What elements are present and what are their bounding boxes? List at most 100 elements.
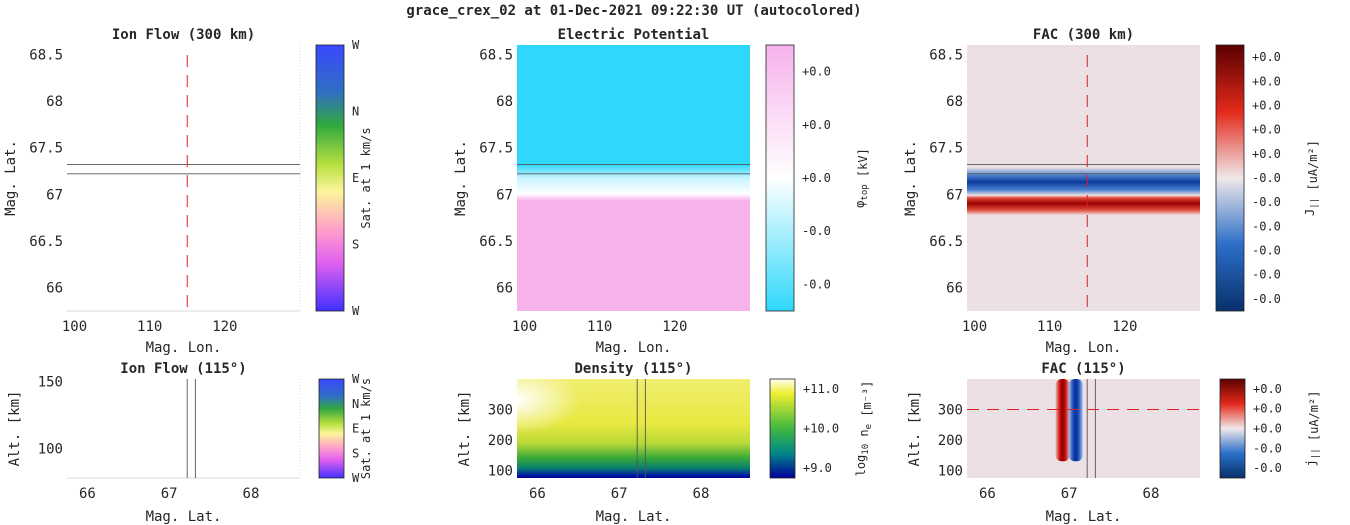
colorbar-tick-label: -0.0 <box>1252 195 1281 209</box>
colorbar-label: log10 ne [m⁻³] <box>854 381 874 477</box>
colorbar <box>1215 44 1245 312</box>
colorbar-tick-label: W <box>352 38 360 52</box>
x-tick-label: 110 <box>1037 319 1062 335</box>
colorbar-label: φtop [kV] <box>853 148 870 208</box>
colorbar-tick-label: -0.0 <box>1252 244 1281 258</box>
plot-area <box>67 45 300 311</box>
panel-title: FAC (115°) <box>1041 361 1125 377</box>
potential-field <box>517 45 750 311</box>
y-tick-label: 66 <box>496 281 513 297</box>
y-tick-label: 150 <box>38 375 63 391</box>
density-peak <box>517 379 646 449</box>
colorbar <box>769 378 796 479</box>
y-tick-label: 66 <box>46 281 63 297</box>
x-tick-label: 100 <box>62 319 87 335</box>
panel-ion-flow-115: Ion Flow (115°) 66 67 68 100 150 Mag. Lat. Alt.… <box>7 361 373 525</box>
colorbar-label-part: [kV] <box>856 148 870 184</box>
panel-title: Electric Potential <box>558 27 710 43</box>
x-axis-label: Mag. Lat. <box>1046 509 1122 525</box>
x-axis-label: Mag. Lat. <box>596 509 672 525</box>
y-tick-label: 68 <box>46 94 63 110</box>
colorbar-label-part: φ <box>853 201 867 208</box>
colorbar-tick-label: -0.0 <box>802 224 831 238</box>
colorbar <box>318 378 345 479</box>
y-tick-label: 66 <box>946 281 963 297</box>
y-tick-label: 66.5 <box>929 234 963 250</box>
x-tick-label: 67 <box>611 486 628 502</box>
colorbar-tick-label: N <box>352 105 359 119</box>
x-tick-label: 67 <box>161 486 178 502</box>
y-tick-label: 66.5 <box>29 234 63 250</box>
colorbar <box>1219 378 1246 479</box>
panel-electric-potential: Electric Potential 100 110 120 66 66.5 67 67.5 6… <box>453 27 870 356</box>
colorbar-label-subscript: || <box>1311 448 1321 459</box>
x-axis-label: Mag. Lat. <box>146 509 222 525</box>
y-tick-label: 67.5 <box>29 141 63 157</box>
y-tick-label: 68.5 <box>479 47 513 63</box>
colorbar-tick-label: +0.0 <box>1253 382 1282 396</box>
y-tick-label: 67 <box>946 187 963 203</box>
colorbar-label-part: [uA/m²] <box>1307 391 1321 449</box>
colorbar-tick-label: +10.0 <box>803 422 839 436</box>
colorbar-label-part: log <box>854 455 868 477</box>
colorbar-tick-label: -0.0 <box>1253 461 1282 475</box>
colorbar-tick-label: -0.0 <box>1252 171 1281 185</box>
y-axis-label: Alt. [km] <box>907 391 923 467</box>
colorbar-label-subscript: || <box>1310 198 1320 209</box>
upward-current-band <box>1055 379 1070 462</box>
colorbar-tick-label: E <box>352 422 359 436</box>
colorbar-label: Sat. at 1 km/s <box>359 127 373 228</box>
colorbar-label-part: Sat. at 1 km/s <box>359 127 373 228</box>
colorbar-label-part: n <box>857 429 871 443</box>
colorbar-tick-label: N <box>352 397 359 411</box>
colorbar-tick-label: +0.0 <box>1253 402 1282 416</box>
x-axis-label: Mag. Lon. <box>1046 340 1122 356</box>
x-tick-label: 68 <box>1143 486 1160 502</box>
y-tick-label: 67.5 <box>479 141 513 157</box>
colorbar-tick-label: -0.0 <box>1253 441 1282 455</box>
fac-background <box>967 379 1200 478</box>
panel-title: Ion Flow (115°) <box>120 361 246 377</box>
y-tick-label: 68 <box>496 94 513 110</box>
x-tick-label: 110 <box>137 319 162 335</box>
colorbar-tick-label: -0.0 <box>1252 268 1281 282</box>
x-tick-label: 66 <box>979 486 996 502</box>
colorbar-tick-label: +0.0 <box>1252 74 1281 88</box>
x-tick-label: 110 <box>587 319 612 335</box>
colorbar-tick-label: -0.0 <box>1252 292 1281 306</box>
y-tick-label: 67 <box>496 187 513 203</box>
y-tick-label: 67.5 <box>929 141 963 157</box>
panel-density-115: Density (115°) 66 67 68 100 200 300 Mag. Lat. Al… <box>457 361 874 525</box>
y-axis-label: Mag. Lat. <box>453 140 469 216</box>
panel-title: FAC (300 km) <box>1033 27 1134 43</box>
fac-field <box>967 45 1200 311</box>
x-tick-label: 100 <box>962 319 987 335</box>
colorbar-tick-label: W <box>352 304 360 318</box>
plot-area <box>67 379 300 478</box>
y-axis-label: Mag. Lat. <box>3 140 19 216</box>
colorbar-label-part: [uA/m²] <box>1306 140 1320 198</box>
panel-title: Ion Flow (300 km) <box>112 27 255 43</box>
colorbar-tick-label: W <box>352 471 360 485</box>
y-axis-label: Alt. [km] <box>7 391 23 467</box>
panel-fac-300: FAC (300 km) 100 110 120 66 66.5 67 67.5 68 68.5 M… <box>903 27 1320 356</box>
x-tick-label: 120 <box>1112 319 1137 335</box>
y-tick-label: 300 <box>488 402 513 418</box>
colorbar-label-part: J <box>1303 209 1317 216</box>
y-tick-label: 100 <box>938 463 963 479</box>
colorbar-tick-label: +9.0 <box>803 461 832 475</box>
y-tick-label: 68.5 <box>929 47 963 63</box>
colorbar <box>315 44 345 312</box>
x-tick-label: 66 <box>79 486 96 502</box>
colorbar-tick-label: +0.0 <box>1252 50 1281 64</box>
x-tick-label: 100 <box>512 319 537 335</box>
x-tick-label: 66 <box>529 486 546 502</box>
y-tick-label: 68 <box>946 94 963 110</box>
colorbar-tick-label: +0.0 <box>1253 422 1282 436</box>
colorbar-tick-label: +0.0 <box>802 171 831 185</box>
colorbar-tick-label: +0.0 <box>802 118 831 132</box>
panel-fac-115: FAC (115°) 66 67 68 100 200 300 Mag. Lat. Alt. [… <box>907 361 1321 525</box>
colorbar-tick-label: +0.0 <box>1252 147 1281 161</box>
downward-current-band <box>1068 379 1083 462</box>
y-axis-label: Alt. [km] <box>457 391 473 467</box>
